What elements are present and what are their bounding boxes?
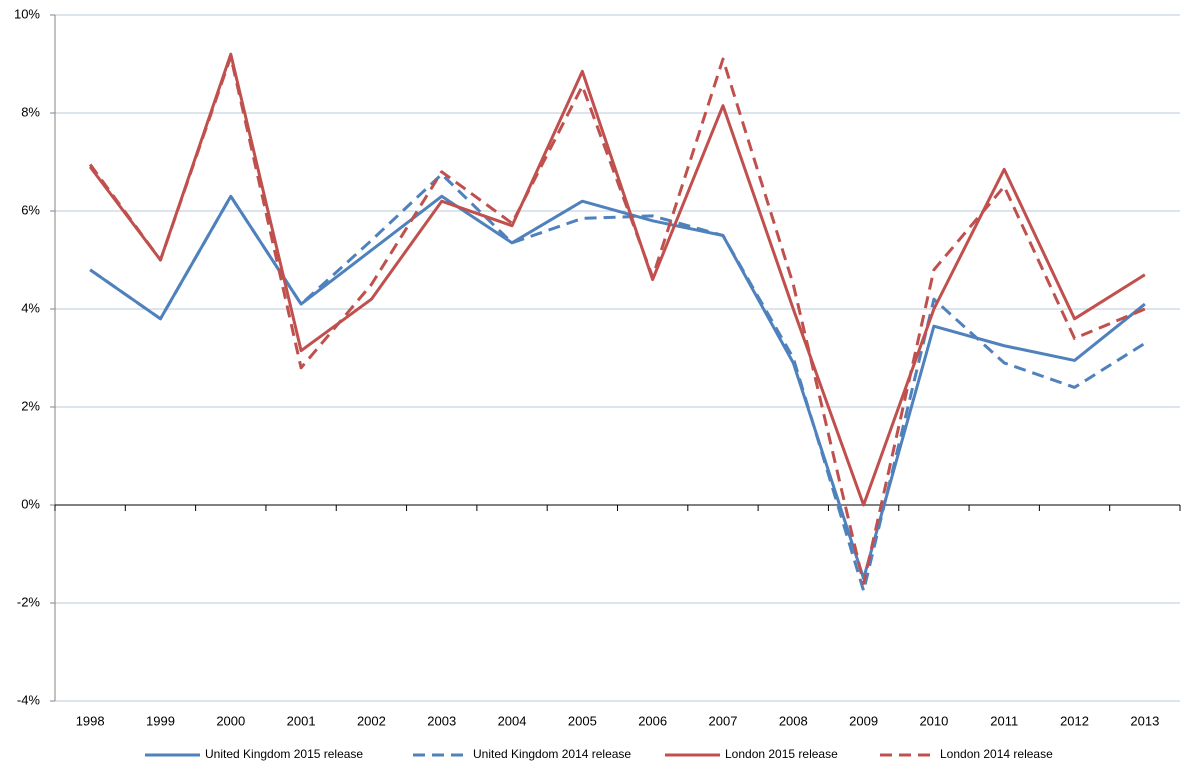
x-tick-label: 2007	[709, 713, 738, 728]
x-tick-label: 2003	[427, 713, 456, 728]
y-tick-label: 0%	[21, 496, 40, 511]
x-tick-label: 2009	[849, 713, 878, 728]
x-tick-label: 2005	[568, 713, 597, 728]
x-tick-label: 2008	[779, 713, 808, 728]
x-tick-label: 2012	[1060, 713, 1089, 728]
legend-label: United Kingdom 2015 release	[205, 747, 363, 761]
legend-label: London 2014 release	[940, 747, 1053, 761]
series-line	[88, 52, 1146, 507]
legend: United Kingdom 2015 release United Kingdo…	[145, 747, 1053, 761]
x-tick-label: 2013	[1130, 713, 1159, 728]
x-tick-label: 2006	[638, 713, 667, 728]
x-tick-label: 2010	[919, 713, 948, 728]
x-tick-label: 2000	[216, 713, 245, 728]
x-tick-label: 1998	[76, 713, 105, 728]
y-tick-label: 4%	[21, 300, 40, 315]
x-tick-label: 2011	[990, 713, 1018, 728]
series-line	[89, 194, 1146, 580]
x-tick-label: 2002	[357, 713, 386, 728]
y-tick-label: 2%	[21, 398, 40, 413]
x-tick-label: 2004	[498, 713, 527, 728]
y-tick-label: -4%	[17, 692, 41, 707]
series-line	[88, 55, 1146, 585]
y-tick-label: 6%	[21, 202, 40, 217]
legend-label: United Kingdom 2014 release	[473, 747, 631, 761]
legend-label: London 2015 release	[725, 747, 838, 761]
y-tick-label: 8%	[21, 104, 40, 119]
x-tick-label: 2001	[287, 713, 316, 728]
y-tick-label: 10%	[14, 6, 40, 21]
x-tick-label: 1999	[146, 713, 175, 728]
series-line	[89, 172, 1146, 593]
y-tick-label: -2%	[17, 594, 41, 609]
